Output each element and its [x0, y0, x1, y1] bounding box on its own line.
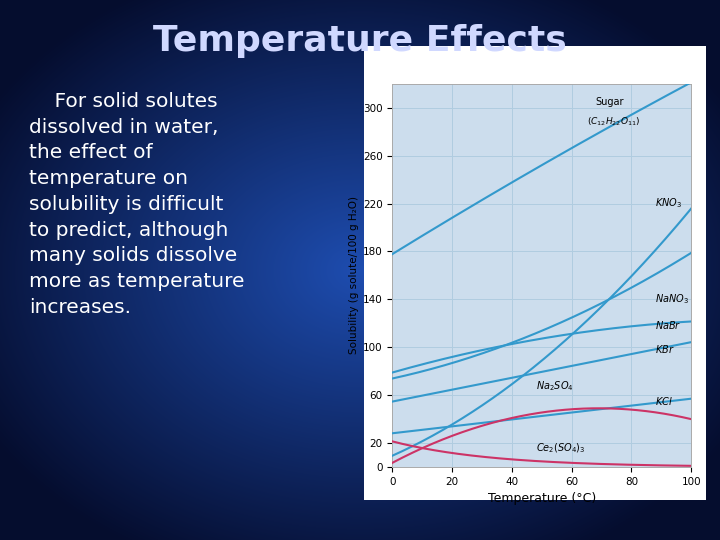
Text: For solid solutes
dissolved in water,
the effect of
temperature on
solubility is: For solid solutes dissolved in water, th…: [29, 92, 244, 317]
Text: $(C_{12}H_{22}O_{11})$: $(C_{12}H_{22}O_{11})$: [587, 116, 640, 128]
Text: $Ce_2(SO_4)_3$: $Ce_2(SO_4)_3$: [536, 442, 585, 455]
Text: $KNO_3$: $KNO_3$: [655, 196, 683, 210]
Text: $Na_2SO_4$: $Na_2SO_4$: [536, 379, 574, 393]
Text: $NaNO_3$: $NaNO_3$: [655, 292, 689, 306]
Y-axis label: Solubility (g solute/100 g H₂O): Solubility (g solute/100 g H₂O): [348, 197, 359, 354]
Text: Temperature Effects: Temperature Effects: [153, 24, 567, 58]
Text: $KBr$: $KBr$: [655, 343, 675, 355]
X-axis label: Temperature (°C): Temperature (°C): [487, 492, 596, 505]
Text: $KCl$: $KCl$: [655, 395, 673, 407]
Text: $NaBr$: $NaBr$: [655, 319, 682, 332]
Text: Sugar: Sugar: [595, 97, 624, 107]
